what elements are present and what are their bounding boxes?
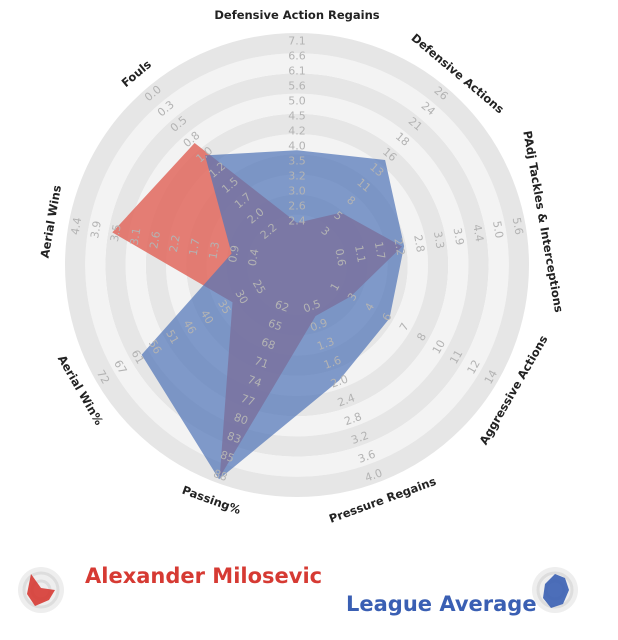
- tick-label: 3.5: [288, 155, 306, 168]
- tick-label: 4.2: [288, 125, 306, 138]
- tick-label: 30: [232, 288, 250, 307]
- tick-label: 5.6: [510, 216, 526, 235]
- tick-label: 51: [163, 328, 181, 347]
- tick-label: 14: [482, 368, 500, 387]
- tick-label: 4.5: [288, 110, 306, 123]
- radar-ring: [65, 33, 529, 497]
- tick-label: 2.2: [391, 237, 407, 256]
- player-legend-label: Alexander Milosevic: [85, 564, 323, 588]
- tick-label: 3.5: [108, 223, 124, 242]
- tick-label: 1.7: [372, 241, 388, 260]
- radar-ring: [85, 53, 509, 477]
- tick-label: 1.7: [187, 237, 203, 256]
- tick-label: 5.0: [288, 95, 306, 108]
- tick-label: 88: [212, 467, 230, 484]
- tick-label: 3.2: [349, 429, 370, 447]
- radar-chart: 2.42.63.03.23.54.04.24.55.05.66.16.67.13…: [37, 8, 566, 526]
- tick-label: 68: [259, 335, 277, 352]
- tick-label: 2.6: [288, 200, 306, 213]
- tick-label: 35: [215, 298, 233, 317]
- tick-label: 2.8: [343, 410, 364, 428]
- tick-label: 3.3: [431, 230, 447, 249]
- tick-label: 2.2: [167, 234, 183, 253]
- tick-label: 80: [232, 411, 250, 428]
- tick-label: 71: [253, 354, 271, 371]
- axis-label: Aerial Wins: [37, 184, 64, 259]
- tick-label: 11: [447, 348, 465, 367]
- tick-label: 5.0: [490, 220, 506, 239]
- tick-label: 61: [129, 348, 147, 367]
- tick-label: 2.4: [288, 215, 306, 228]
- tick-label: 77: [239, 392, 257, 409]
- tick-label: 4.4: [470, 223, 486, 242]
- tick-label: 0.5: [302, 297, 323, 315]
- tick-label: 12: [465, 358, 483, 377]
- tick-label: 2.0: [329, 372, 350, 390]
- tick-label: 62: [273, 298, 291, 315]
- radar-ring: [105, 73, 489, 457]
- axis-label: Defensive Action Regains: [214, 8, 379, 22]
- tick-label: 1.1: [352, 244, 368, 263]
- tick-label: 3.9: [451, 227, 467, 246]
- series-polygon-average: [141, 150, 405, 480]
- average-legend-label: League Average: [346, 592, 537, 616]
- tick-label: 7.1: [288, 35, 306, 48]
- tick-label: 85: [218, 448, 236, 465]
- tick-label: 5.6: [288, 80, 306, 93]
- tick-label: 1.3: [315, 335, 336, 353]
- tick-label: 0.9: [308, 316, 329, 334]
- tick-label: 4.0: [363, 466, 384, 484]
- tick-label: 1.6: [322, 354, 343, 372]
- axis-label: Fouls: [119, 57, 154, 90]
- tick-label: 0.4: [246, 248, 262, 267]
- average-legend-icon: [532, 567, 578, 613]
- tick-label: 46: [180, 318, 198, 337]
- tick-label: 67: [111, 358, 129, 377]
- tick-label: 3.0: [288, 185, 306, 198]
- tick-label: 65: [266, 317, 284, 334]
- tick-label: 40: [198, 308, 216, 327]
- tick-label: 10: [430, 338, 448, 357]
- tick-label: 3.2: [288, 170, 306, 183]
- tick-label: 2.4: [336, 391, 357, 409]
- tick-label: 25: [250, 278, 268, 297]
- tick-label: 4.4: [68, 216, 84, 235]
- player-legend-icon: [18, 567, 64, 613]
- tick-label: 2.6: [147, 230, 163, 249]
- radar-ring: [125, 93, 469, 437]
- tick-label: 3.6: [356, 448, 377, 466]
- tick-label: 83: [225, 429, 243, 446]
- tick-label: 72: [94, 368, 112, 387]
- tick-label: 3.1: [128, 227, 144, 246]
- tick-label: 56: [146, 338, 164, 357]
- tick-label: 6.1: [288, 65, 306, 78]
- tick-label: 0.6: [332, 248, 348, 267]
- tick-label: 74: [246, 373, 264, 390]
- tick-label: 1.3: [206, 241, 222, 260]
- tick-label: 6.6: [288, 50, 306, 63]
- tick-label: 0.9: [226, 244, 242, 263]
- tick-label: 4.0: [288, 140, 306, 153]
- tick-label: 2.8: [411, 234, 427, 253]
- tick-label: 3.9: [88, 220, 104, 239]
